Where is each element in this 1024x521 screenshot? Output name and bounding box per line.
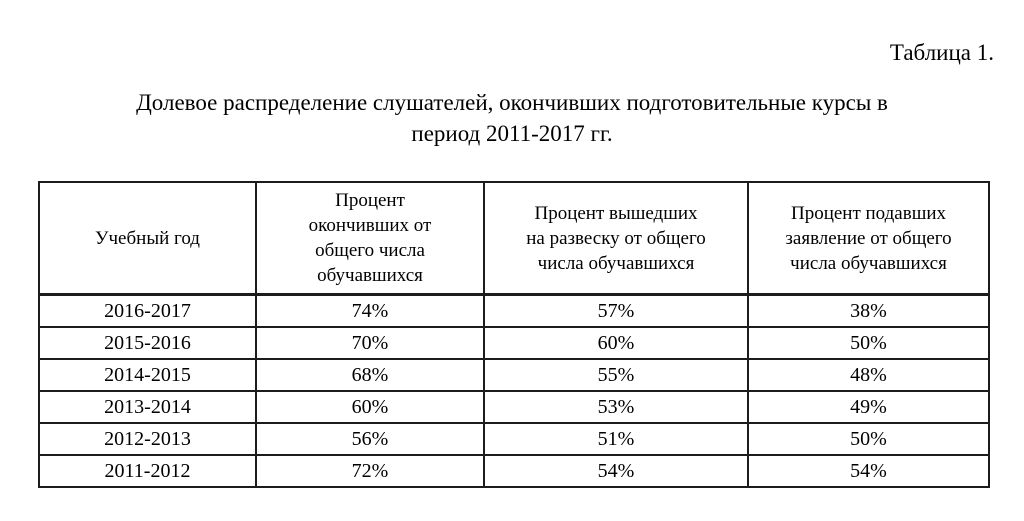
header-row: Учебный год Процент окончивших от общего…	[38, 181, 990, 296]
column-header-year: Учебный год	[38, 181, 257, 296]
column-header-applied: Процент подавших заявление от общего чис…	[747, 181, 990, 296]
value-cell: 70%	[255, 326, 485, 360]
value-cell: 48%	[747, 358, 990, 392]
value-cell: 49%	[747, 390, 990, 424]
value-cell: 55%	[483, 358, 749, 392]
value-cell: 38%	[747, 293, 990, 328]
year-cell: 2015-2016	[38, 326, 257, 360]
column-header-advanced: Процент вышедших на развеску от общего ч…	[483, 181, 749, 296]
table-number-label: Таблица 1.	[889, 40, 994, 65]
value-cell: 50%	[747, 422, 990, 456]
table-row: 2011-2012 72% 54% 54%	[38, 454, 990, 488]
table-row: 2013-2014 60% 53% 49%	[38, 390, 990, 424]
table-row: 2014-2015 68% 55% 48%	[38, 358, 990, 392]
value-cell: 60%	[483, 326, 749, 360]
year-cell: 2012-2013	[38, 422, 257, 456]
value-cell: 50%	[747, 326, 990, 360]
value-cell: 68%	[255, 358, 485, 392]
value-cell: 60%	[255, 390, 485, 424]
value-cell: 54%	[483, 454, 749, 488]
value-cell: 57%	[483, 293, 749, 328]
column-header-finished: Процент окончивших от общего числа обуча…	[255, 181, 485, 296]
value-cell: 54%	[747, 454, 990, 488]
value-cell: 56%	[255, 422, 485, 456]
table-row: 2012-2013 56% 51% 50%	[38, 422, 990, 456]
value-cell: 72%	[255, 454, 485, 488]
data-table: Учебный год Процент окончивших от общего…	[38, 181, 990, 488]
year-cell: 2011-2012	[38, 454, 257, 488]
value-cell: 51%	[483, 422, 749, 456]
table-title: Долевое распределение слушателей, окончи…	[136, 90, 888, 146]
value-cell: 53%	[483, 390, 749, 424]
table-row: 2015-2016 70% 60% 50%	[38, 326, 990, 360]
year-cell: 2013-2014	[38, 390, 257, 424]
table-row: 2016-2017 74% 57% 38%	[38, 293, 990, 328]
value-cell: 74%	[255, 293, 485, 328]
year-cell: 2014-2015	[38, 358, 257, 392]
year-cell: 2016-2017	[38, 293, 257, 328]
